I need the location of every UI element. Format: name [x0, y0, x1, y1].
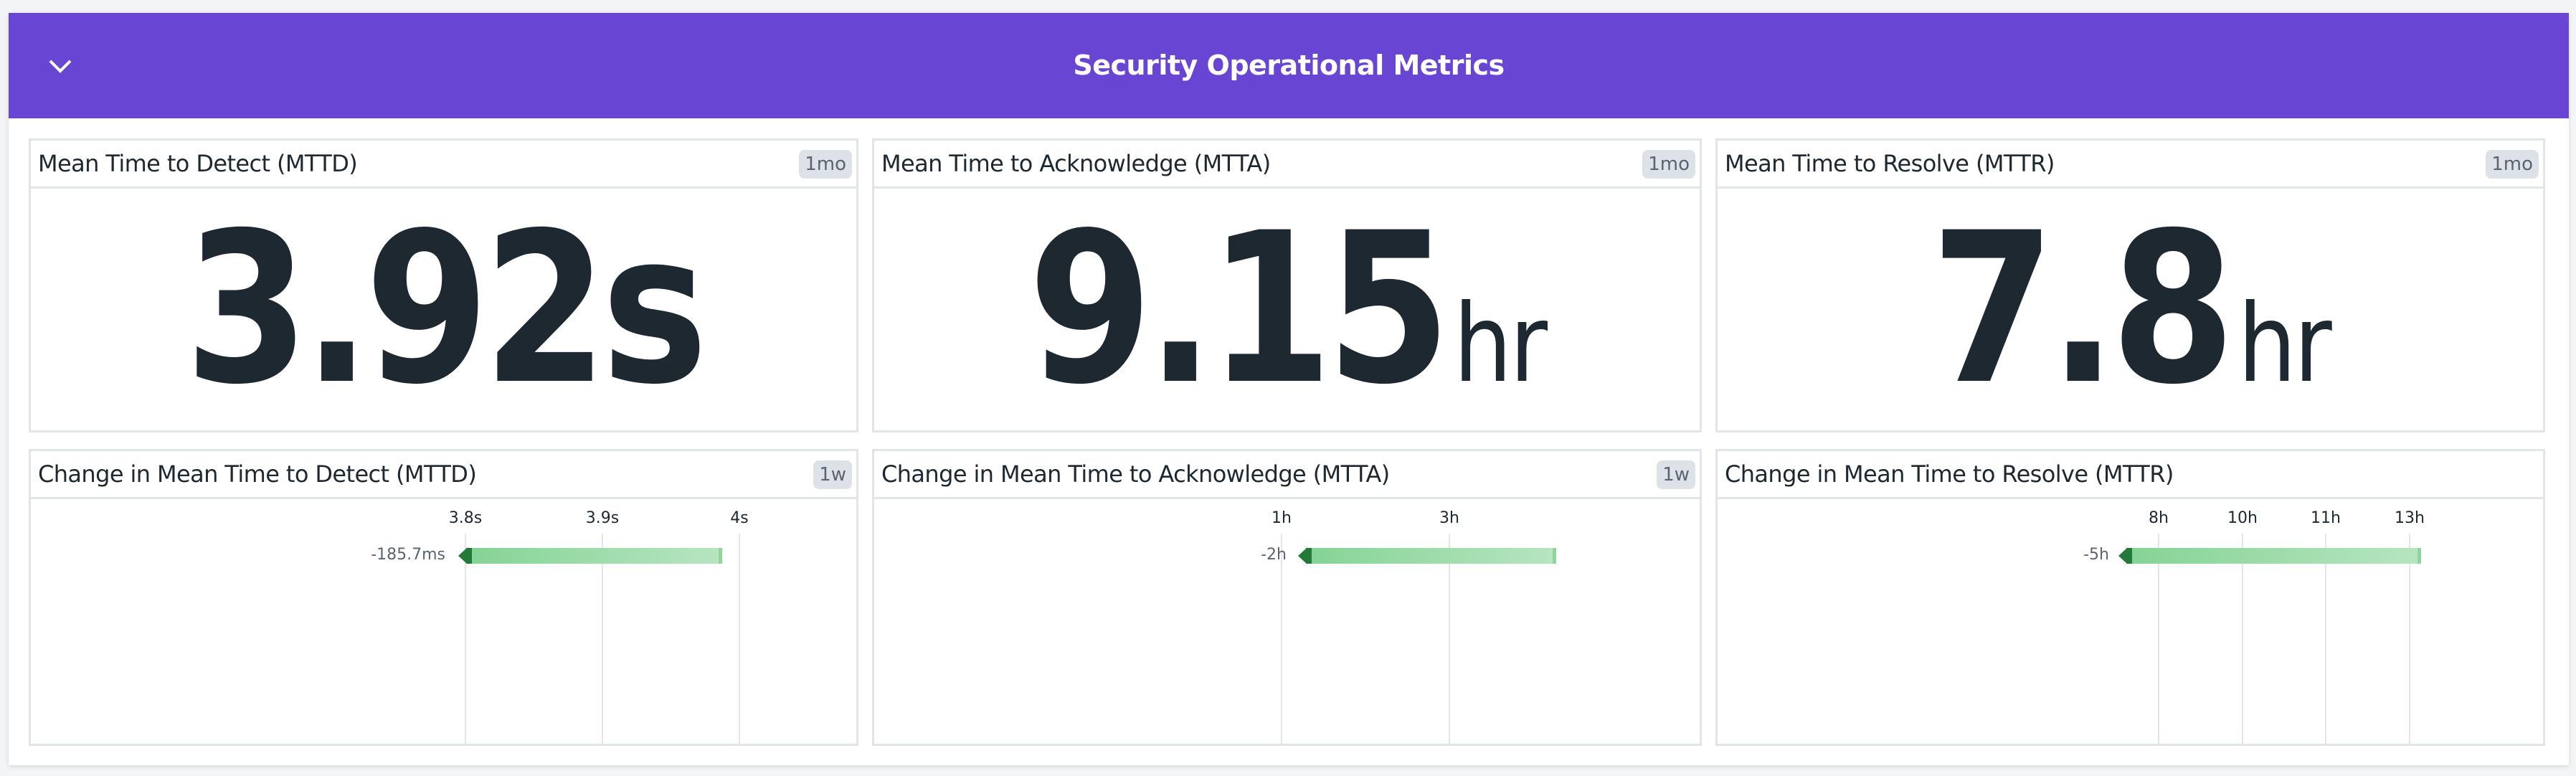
change-chart[interactable]: 1h 3h -2h [874, 499, 1700, 744]
change-bar[interactable] [472, 548, 719, 564]
arrow-left-icon [1298, 548, 1307, 564]
widget-change-mttd[interactable]: Change in Mean Time to Detect (MTTD) 1w … [29, 449, 858, 746]
dashboard-group: Security Operational Metrics Mean Time t… [9, 13, 2569, 765]
timeframe-badge: 1w [813, 460, 852, 489]
value-unit: hr [2238, 281, 2332, 407]
query-value: 7.8 hr [1931, 188, 2332, 430]
tick-label: 10h [2227, 509, 2258, 527]
value-number: 7.8 [1931, 188, 2236, 430]
widget-header: Mean Time to Acknowledge (MTTA) 1mo [874, 141, 1700, 189]
group-header: Security Operational Metrics [9, 13, 2569, 118]
value-number: 9.15 [1028, 188, 1452, 430]
change-value-label: -5h [2083, 546, 2109, 564]
tick-label: 11h [2311, 509, 2341, 527]
bar-end-cap [719, 548, 722, 564]
widget-title: Change in Mean Time to Resolve (MTTR) [1725, 460, 2174, 488]
widget-change-mttr[interactable]: Change in Mean Time to Resolve (MTTR) 8h… [1715, 449, 2545, 746]
change-bar[interactable] [1312, 548, 1553, 564]
tick-label: 13h [2395, 509, 2425, 527]
tick-label: 3.9s [585, 509, 620, 527]
widget-change-mtta[interactable]: Change in Mean Time to Acknowledge (MTTA… [872, 449, 1702, 746]
widget-mtta[interactable]: Mean Time to Acknowledge (MTTA) 1mo 9.15… [872, 138, 1702, 432]
bar-end-cap [2418, 548, 2421, 564]
change-bar[interactable] [2132, 548, 2418, 564]
change-chart[interactable]: 8h 10h 11h 13h -5h [1718, 499, 2543, 744]
gridline [2158, 534, 2159, 744]
collapse-button[interactable] [40, 46, 80, 86]
group-title: Security Operational Metrics [1073, 49, 1505, 81]
value-number: 3.92s [185, 188, 708, 430]
widget-header: Change in Mean Time to Detect (MTTD) 1w [31, 451, 856, 499]
bar-arrow-stem [1306, 548, 1312, 564]
chevron-down-icon [49, 60, 72, 73]
timeframe-badge: 1mo [799, 150, 852, 179]
tick-label: 3h [1439, 509, 1459, 527]
widget-title: Mean Time to Resolve (MTTR) [1725, 150, 2055, 177]
widget-mttr[interactable]: Mean Time to Resolve (MTTR) 1mo 7.8 hr [1715, 138, 2545, 432]
widget-title: Change in Mean Time to Acknowledge (MTTA… [881, 460, 1390, 488]
gridline [2409, 534, 2410, 744]
change-value-label: -2h [1261, 546, 1287, 564]
gridline [465, 534, 466, 744]
query-value: 9.15 hr [1028, 188, 1548, 430]
widget-title: Mean Time to Detect (MTTD) [38, 150, 358, 177]
widget-header: Change in Mean Time to Resolve (MTTR) [1718, 451, 2543, 499]
bar-arrow-stem [2126, 548, 2132, 564]
tick-label: 3.8s [448, 509, 483, 527]
widget-title: Mean Time to Acknowledge (MTTA) [881, 150, 1271, 177]
gridline [739, 534, 740, 744]
widget-title: Change in Mean Time to Detect (MTTD) [38, 460, 477, 488]
timeframe-badge: 1mo [1642, 150, 1695, 179]
widget-mttd[interactable]: Mean Time to Detect (MTTD) 1mo 3.92s [29, 138, 858, 432]
widget-header: Mean Time to Resolve (MTTR) 1mo [1718, 141, 2543, 189]
timeframe-badge: 1mo [2486, 150, 2539, 179]
widget-header: Mean Time to Detect (MTTD) 1mo [31, 141, 856, 189]
query-value: 3.92s [185, 188, 708, 430]
gridline [2242, 534, 2243, 744]
tick-label: 1h [1272, 509, 1292, 527]
bar-end-cap [1553, 548, 1556, 564]
query-value-body: 3.92s [31, 189, 856, 430]
gridline [602, 534, 603, 744]
change-value-label: -185.7ms [371, 546, 445, 564]
widget-header: Change in Mean Time to Acknowledge (MTTA… [874, 451, 1700, 499]
gridline [1281, 534, 1282, 744]
gridline [1449, 534, 1450, 744]
arrow-left-icon [2118, 548, 2127, 564]
value-unit: hr [1454, 281, 1548, 407]
timeframe-badge: 1w [1657, 460, 1695, 489]
query-value-body: 9.15 hr [874, 189, 1700, 430]
arrow-left-icon [458, 548, 467, 564]
change-chart[interactable]: 3.8s 3.9s 4s -185.7ms [31, 499, 856, 744]
tick-label: 8h [2149, 509, 2169, 527]
tick-label: 4s [730, 509, 749, 527]
query-value-body: 7.8 hr [1718, 189, 2543, 430]
gridline [2325, 534, 2326, 744]
bar-arrow-stem [466, 548, 472, 564]
